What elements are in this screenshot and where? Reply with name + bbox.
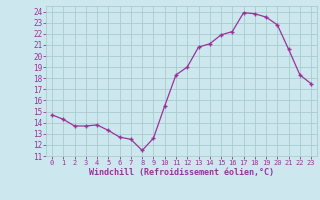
X-axis label: Windchill (Refroidissement éolien,°C): Windchill (Refroidissement éolien,°C) <box>89 168 274 177</box>
